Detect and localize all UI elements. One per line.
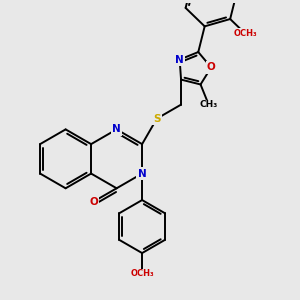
Text: O: O [89,196,98,206]
Text: OCH₃: OCH₃ [233,29,257,38]
Text: OCH₃: OCH₃ [130,269,154,278]
Text: N: N [175,55,184,64]
Text: CH₃: CH₃ [200,100,218,109]
Text: N: N [138,169,146,178]
Text: N: N [112,124,121,134]
Text: O: O [207,62,216,72]
Text: S: S [153,114,160,124]
